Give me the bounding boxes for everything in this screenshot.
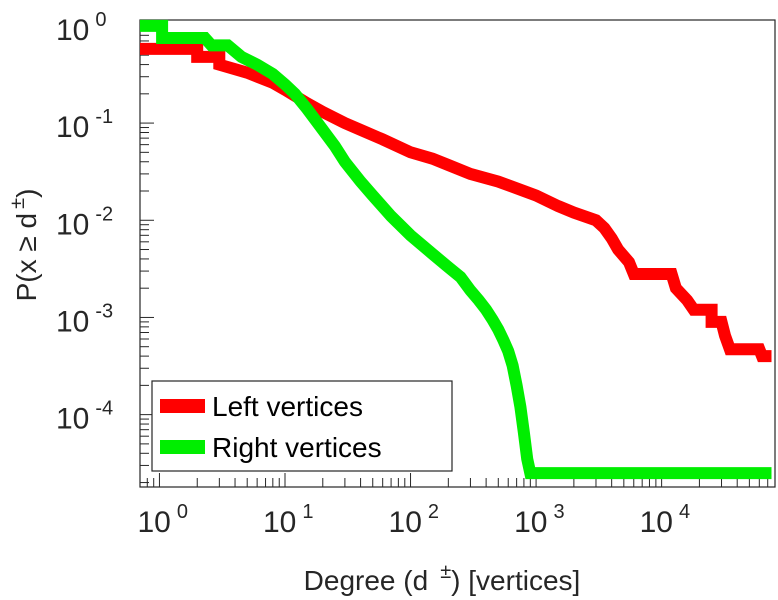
y-tick-label: 10 -4	[56, 398, 113, 436]
x-tick-labels: 10 0 10 1 10 2 10 3 10 4	[137, 501, 690, 539]
y-tick-label: 10 -2	[56, 203, 113, 241]
legend: Left vertices Right vertices	[151, 380, 453, 472]
x-axis-label: Degree (d ±) [vertices]	[304, 561, 581, 596]
series-layer	[140, 19, 772, 480]
legend-label-left-vertices: Left vertices	[212, 391, 363, 422]
x-tick-label: 10 1	[263, 501, 314, 539]
x-tick-label: 10 3	[514, 501, 565, 539]
legend-box	[151, 380, 453, 472]
y-tick-label: 10 -1	[56, 106, 113, 144]
y-axis-label: P(x ≥ d±)	[7, 189, 42, 302]
legend-label-right-vertices: Right vertices	[212, 432, 382, 463]
series-line-right-vertices	[140, 19, 772, 480]
x-tick-label: 10 2	[389, 501, 440, 539]
y-tick-label: 10 0	[56, 9, 107, 47]
x-tick-label: 10 0	[137, 501, 188, 539]
x-tick-label: 10 4	[640, 501, 691, 539]
y-tick-label: 10 -3	[56, 300, 113, 338]
